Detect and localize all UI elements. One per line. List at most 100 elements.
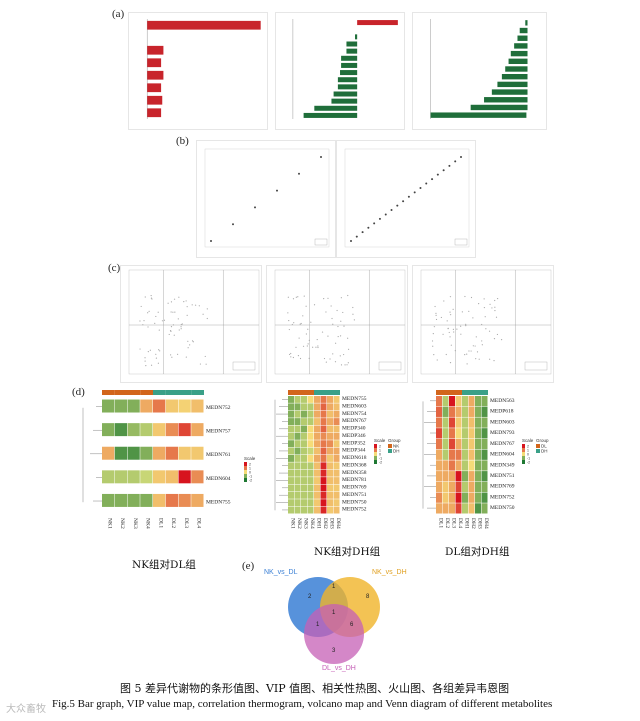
heatmap-cell [462, 449, 468, 460]
bar [337, 77, 358, 83]
volcano-point [470, 296, 473, 299]
heatmap-row-label: MEDN752 [490, 494, 515, 500]
bar [508, 58, 528, 64]
volcano-point [352, 313, 354, 315]
volcano-point [206, 308, 208, 310]
volcano-point [155, 315, 157, 318]
heatmap-cell [449, 406, 455, 417]
volcano-point [475, 358, 477, 360]
heatmap-cell [191, 423, 204, 437]
heatmap-cell [475, 449, 481, 460]
volcano-point [158, 329, 160, 331]
heatmap-cell [301, 403, 307, 411]
heatmap-col-label: DL1 [437, 518, 443, 528]
heatmap-col-label: DL4 [196, 518, 202, 528]
heatmap-cell [140, 399, 153, 413]
heatmap-cell [327, 432, 333, 440]
heatmap-cell [314, 418, 320, 425]
heatmap-cell [153, 470, 166, 484]
volcano-point [461, 311, 463, 313]
volcano-point [316, 338, 318, 341]
volcano-point [468, 310, 470, 312]
vip-point [396, 204, 399, 207]
heatmap-row-label: MEDN769 [342, 485, 367, 491]
heatmap-cell [114, 423, 127, 437]
legend-scale-swatch [522, 452, 525, 456]
heatmap-cell [288, 469, 294, 477]
heatmap-cell [294, 440, 301, 448]
volcano-point [161, 320, 164, 322]
heatmap-title-2: NK组对DH组 [314, 546, 381, 558]
heatmap-cell [320, 455, 327, 462]
volcano-point [147, 351, 149, 353]
heatmap-row-label: MEDN618 [342, 455, 367, 461]
volcano-point [205, 363, 207, 365]
volcano-point [178, 296, 180, 298]
group-bar-cell [455, 390, 462, 395]
legend-scale-tick: 2 [379, 445, 381, 449]
volcano-point [460, 333, 462, 335]
heatmap-cell [333, 484, 340, 492]
heatmap-cell [475, 406, 481, 417]
volcano-point [204, 355, 206, 358]
caption-english: Fig.5 Bar graph, VIP value map, correlat… [52, 698, 553, 710]
volcano-point [347, 294, 349, 297]
heatmap-cell [442, 492, 449, 503]
legend-scale-tick: -1 [249, 475, 252, 479]
heatmap-cell [327, 418, 333, 425]
volcano-point [433, 354, 435, 356]
volcano-point [476, 351, 479, 353]
heatmap-cell [307, 484, 314, 492]
volcano-point [163, 319, 166, 321]
bar [346, 41, 358, 47]
volcano-point [147, 326, 149, 328]
heatmap-cell [127, 423, 140, 437]
volcano-point [485, 328, 487, 330]
panel-label-d: (d) [72, 386, 85, 398]
bar [147, 58, 162, 68]
heatmap-cell [320, 477, 327, 484]
heatmap-cell [442, 438, 449, 450]
volcano-point [288, 319, 290, 322]
heatmap-cell [333, 418, 340, 425]
volcano-point [335, 342, 337, 344]
heatmap-cell [114, 470, 127, 484]
heatmap-cell [462, 438, 468, 450]
volcano-point [493, 360, 495, 362]
heatmap-cell [288, 447, 294, 455]
legend-scale-swatch [244, 478, 247, 482]
volcano-point [172, 311, 174, 313]
legend-group-label: DH [393, 449, 400, 454]
heatmap-cell [165, 399, 178, 413]
heatmap-cell [288, 425, 294, 433]
legend-scale-tick: 1 [527, 449, 529, 453]
bar [501, 74, 528, 80]
heatmap-cell [442, 417, 449, 428]
heatmap-cell [301, 396, 307, 403]
bar [333, 91, 358, 97]
panel-label-e: (e) [242, 560, 255, 572]
heatmap-cell [455, 503, 462, 514]
legend-scale-swatch [522, 444, 525, 448]
volcano-point [299, 323, 301, 325]
group-bar-cell [178, 390, 192, 395]
legend-scale-tick: 1 [379, 449, 381, 453]
volcano-point [432, 332, 434, 335]
heatmap-cell [165, 493, 178, 507]
volcano-point [139, 348, 141, 350]
heatmap-cell [333, 425, 340, 433]
venn-label-nk-vs-dl: NK_vs_DL [264, 569, 298, 576]
heatmap-row-label: MEDN750 [490, 505, 515, 511]
bar [341, 55, 358, 61]
volcano-point [453, 331, 455, 333]
heatmap-cell [307, 506, 314, 514]
volcano-point [337, 335, 339, 338]
heatmap-cell [462, 481, 468, 493]
volcano-point [337, 325, 339, 328]
heatmap-cell [294, 410, 301, 418]
volcano-point [327, 297, 329, 299]
heatmap-cell [455, 406, 462, 417]
volcano-point [340, 297, 342, 299]
heatmap-cell [333, 506, 340, 514]
volcano-point [496, 297, 499, 300]
